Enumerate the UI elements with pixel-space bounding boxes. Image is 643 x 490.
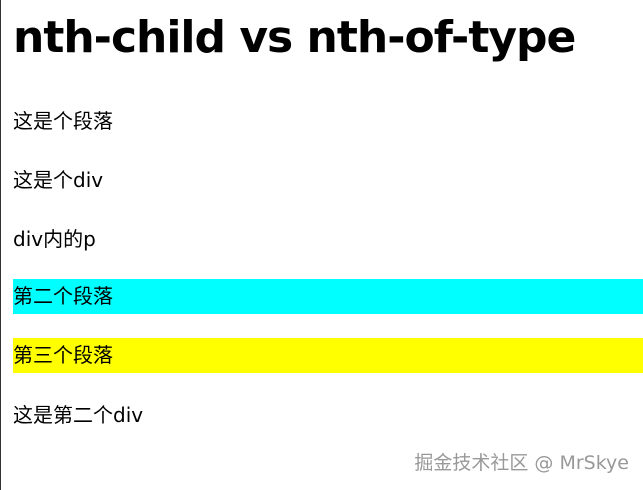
- title: nth-child vs nth-of-type: [13, 12, 576, 63]
- paragraph: div内的p: [13, 227, 96, 251]
- paragraph: 这是个段落: [13, 109, 113, 133]
- highlight-cyan: 第二个段落: [13, 279, 643, 314]
- watermark: 掘金技术社区 @ MrSkye: [414, 452, 629, 474]
- div-text: 这是个div: [13, 168, 104, 192]
- highlight-yellow: 第三个段落: [13, 338, 643, 373]
- div-text: 这是第二个div: [13, 403, 144, 427]
